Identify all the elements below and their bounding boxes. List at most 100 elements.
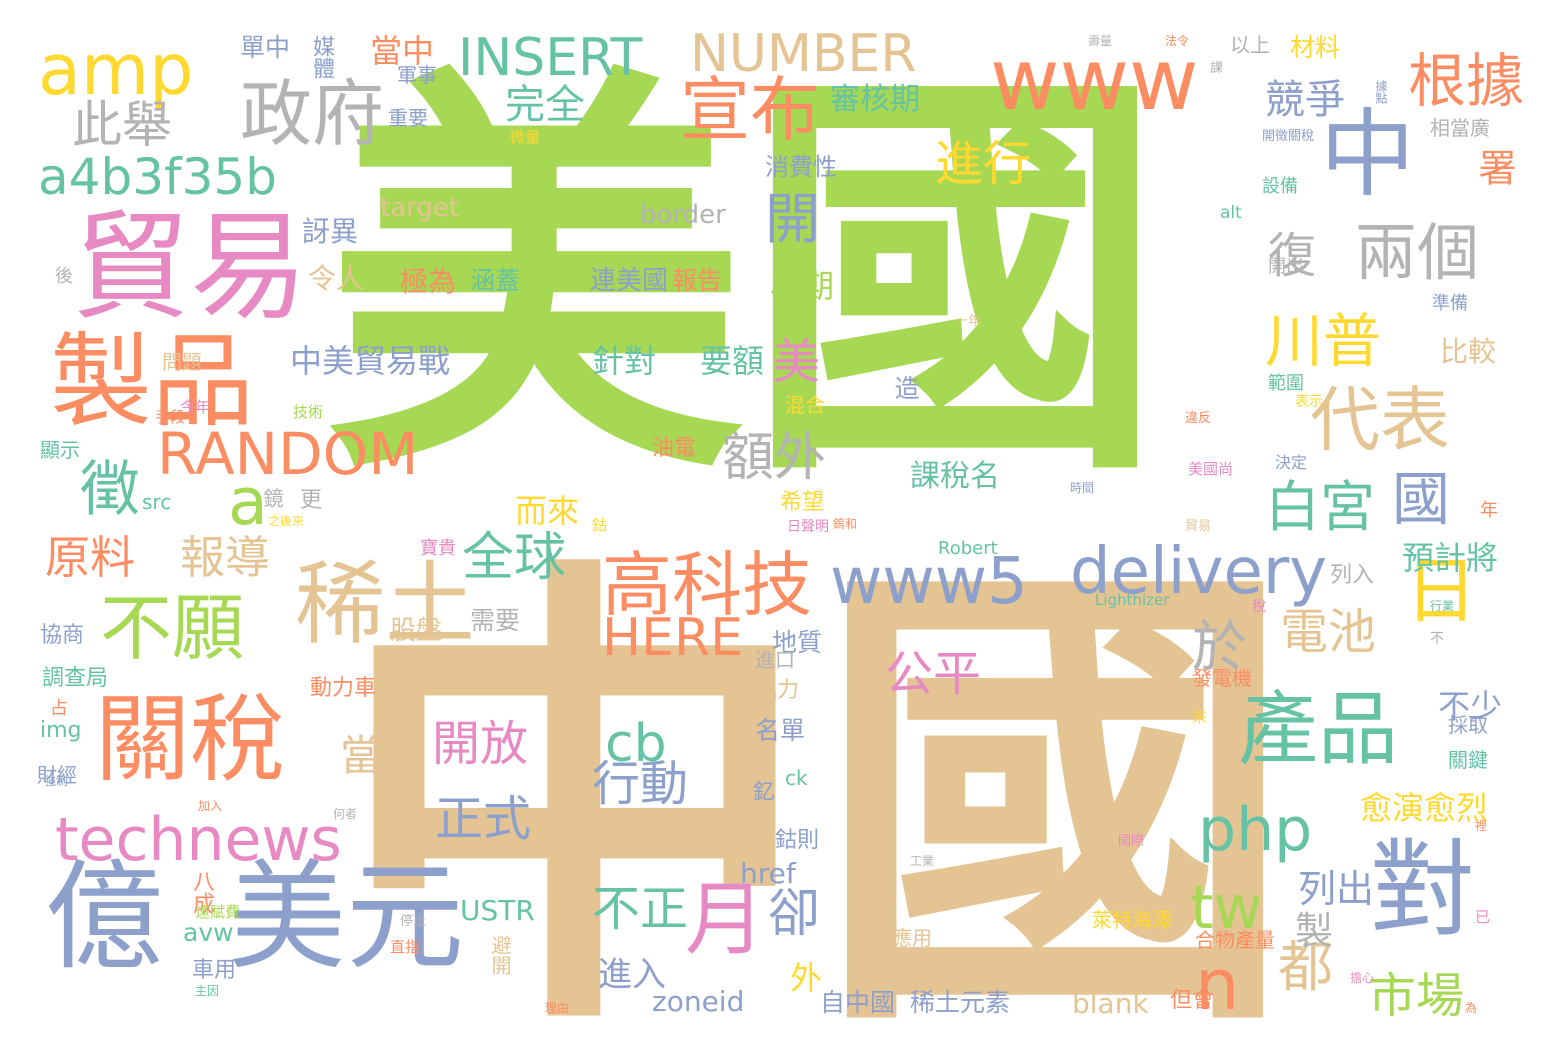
word: 遠賦費 (195, 903, 241, 921)
word: cb (605, 714, 667, 774)
word: 採取 (1448, 713, 1488, 737)
word: 全球 (462, 528, 567, 588)
word: 國際 (1118, 834, 1145, 849)
word: 代表 (1310, 379, 1450, 461)
word: 不正 (592, 881, 689, 937)
word: 調查局 (42, 666, 109, 691)
word: NUMBER (690, 24, 917, 84)
word: 以上 (1230, 33, 1270, 57)
word: 消費性 (765, 153, 837, 181)
word: 重要 (388, 106, 428, 130)
word: 開出 (1268, 256, 1304, 277)
word: 自中國 (820, 988, 896, 1017)
word: 何者 (333, 807, 358, 821)
word: 開 (765, 187, 821, 251)
word: 油電 (652, 436, 697, 461)
word: 公平 (885, 646, 982, 702)
word: Robert (938, 538, 998, 559)
word: 貿易 (1185, 519, 1212, 534)
word: 合物產量 (1195, 928, 1275, 952)
word: 徵 (80, 455, 140, 525)
word: 不願 (100, 586, 245, 670)
word: 擴大 (1099, 190, 1117, 220)
word: 美國尚 (1188, 460, 1234, 478)
word: 鈷則 (775, 828, 820, 853)
word: 年 (1477, 500, 1498, 518)
word: 日聲明 (787, 519, 829, 535)
word: 決定 (1275, 453, 1308, 472)
word: 直指 (390, 938, 421, 956)
word: 但會 (1170, 988, 1215, 1013)
word: 卻 (768, 884, 821, 944)
word: 課 (1210, 61, 1224, 76)
word: 川普 (1265, 307, 1382, 375)
word: img (40, 718, 82, 743)
word: www5 (830, 545, 1028, 619)
word: 關鍵 (1448, 748, 1488, 772)
word: 對 (1370, 829, 1476, 951)
word: 媒體 (309, 35, 334, 79)
word: 應用 (892, 926, 932, 950)
word: 停止 (400, 914, 427, 929)
word: 遭到 (440, 419, 468, 435)
word: 不 (1430, 631, 1444, 647)
word: delivery (1070, 535, 1327, 609)
word: 地質 (772, 628, 823, 657)
word: technews (55, 805, 342, 875)
word: 主因 (195, 984, 220, 998)
word: 範圍 (1268, 373, 1304, 394)
word: 美 (772, 334, 821, 390)
word: a4b3f35b (38, 148, 277, 206)
word: 加入 (198, 799, 223, 813)
word: 動力車 (310, 676, 377, 701)
word: 擔心 (1350, 971, 1375, 985)
word: 報告 (672, 266, 723, 295)
word: 來 (1192, 708, 1208, 726)
word: 壽量 (1088, 34, 1113, 48)
word: 強制 (44, 774, 69, 788)
word: 國 (1392, 465, 1451, 533)
word: 準備 (1432, 293, 1468, 314)
word: 稅 (1252, 599, 1266, 615)
word: 電池 (1280, 604, 1377, 660)
word: 完全 (505, 82, 585, 128)
word: 表示 (1295, 394, 1323, 410)
word: 風力 (755, 678, 800, 703)
word: 設備 (1262, 176, 1298, 197)
word: 協商 (40, 623, 85, 648)
word: www (990, 31, 1199, 130)
word: 單中 (240, 33, 291, 62)
word: 競爭 (1265, 77, 1345, 123)
word: 軍事 (397, 63, 437, 87)
word: 需要 (470, 606, 521, 635)
word: 涵蓋 (470, 266, 521, 295)
word: 名單 (755, 716, 806, 745)
word: 進口 (755, 648, 795, 672)
word: 關稅 (95, 685, 286, 795)
word: 製品 (50, 323, 254, 442)
word: a (228, 465, 268, 540)
word: 額外 (722, 428, 827, 488)
word: 當中 (370, 32, 435, 70)
word: 根據 (1408, 47, 1525, 115)
word: 高科技 (602, 544, 812, 626)
word: href (740, 857, 796, 890)
word: 當 (340, 731, 383, 780)
word: 列入 (1330, 563, 1375, 588)
word: 開徵關稅 (1262, 129, 1315, 144)
word: 貿易 (72, 198, 309, 336)
word: 萊特海澤 (1092, 908, 1172, 932)
word: 比較 (1440, 335, 1497, 368)
word: 審核期 (830, 82, 920, 117)
word: 鏡 (260, 488, 284, 508)
word: 極為 (400, 265, 457, 298)
word: 兩個 (1355, 216, 1480, 289)
word: 產品 (1238, 683, 1398, 776)
word: RANDOM (157, 420, 419, 488)
word: 進入 (598, 955, 666, 995)
word: 宣布 (680, 69, 820, 151)
word: avw (183, 918, 234, 947)
word: 政府 (240, 72, 385, 156)
word: 材料 (1290, 33, 1341, 62)
